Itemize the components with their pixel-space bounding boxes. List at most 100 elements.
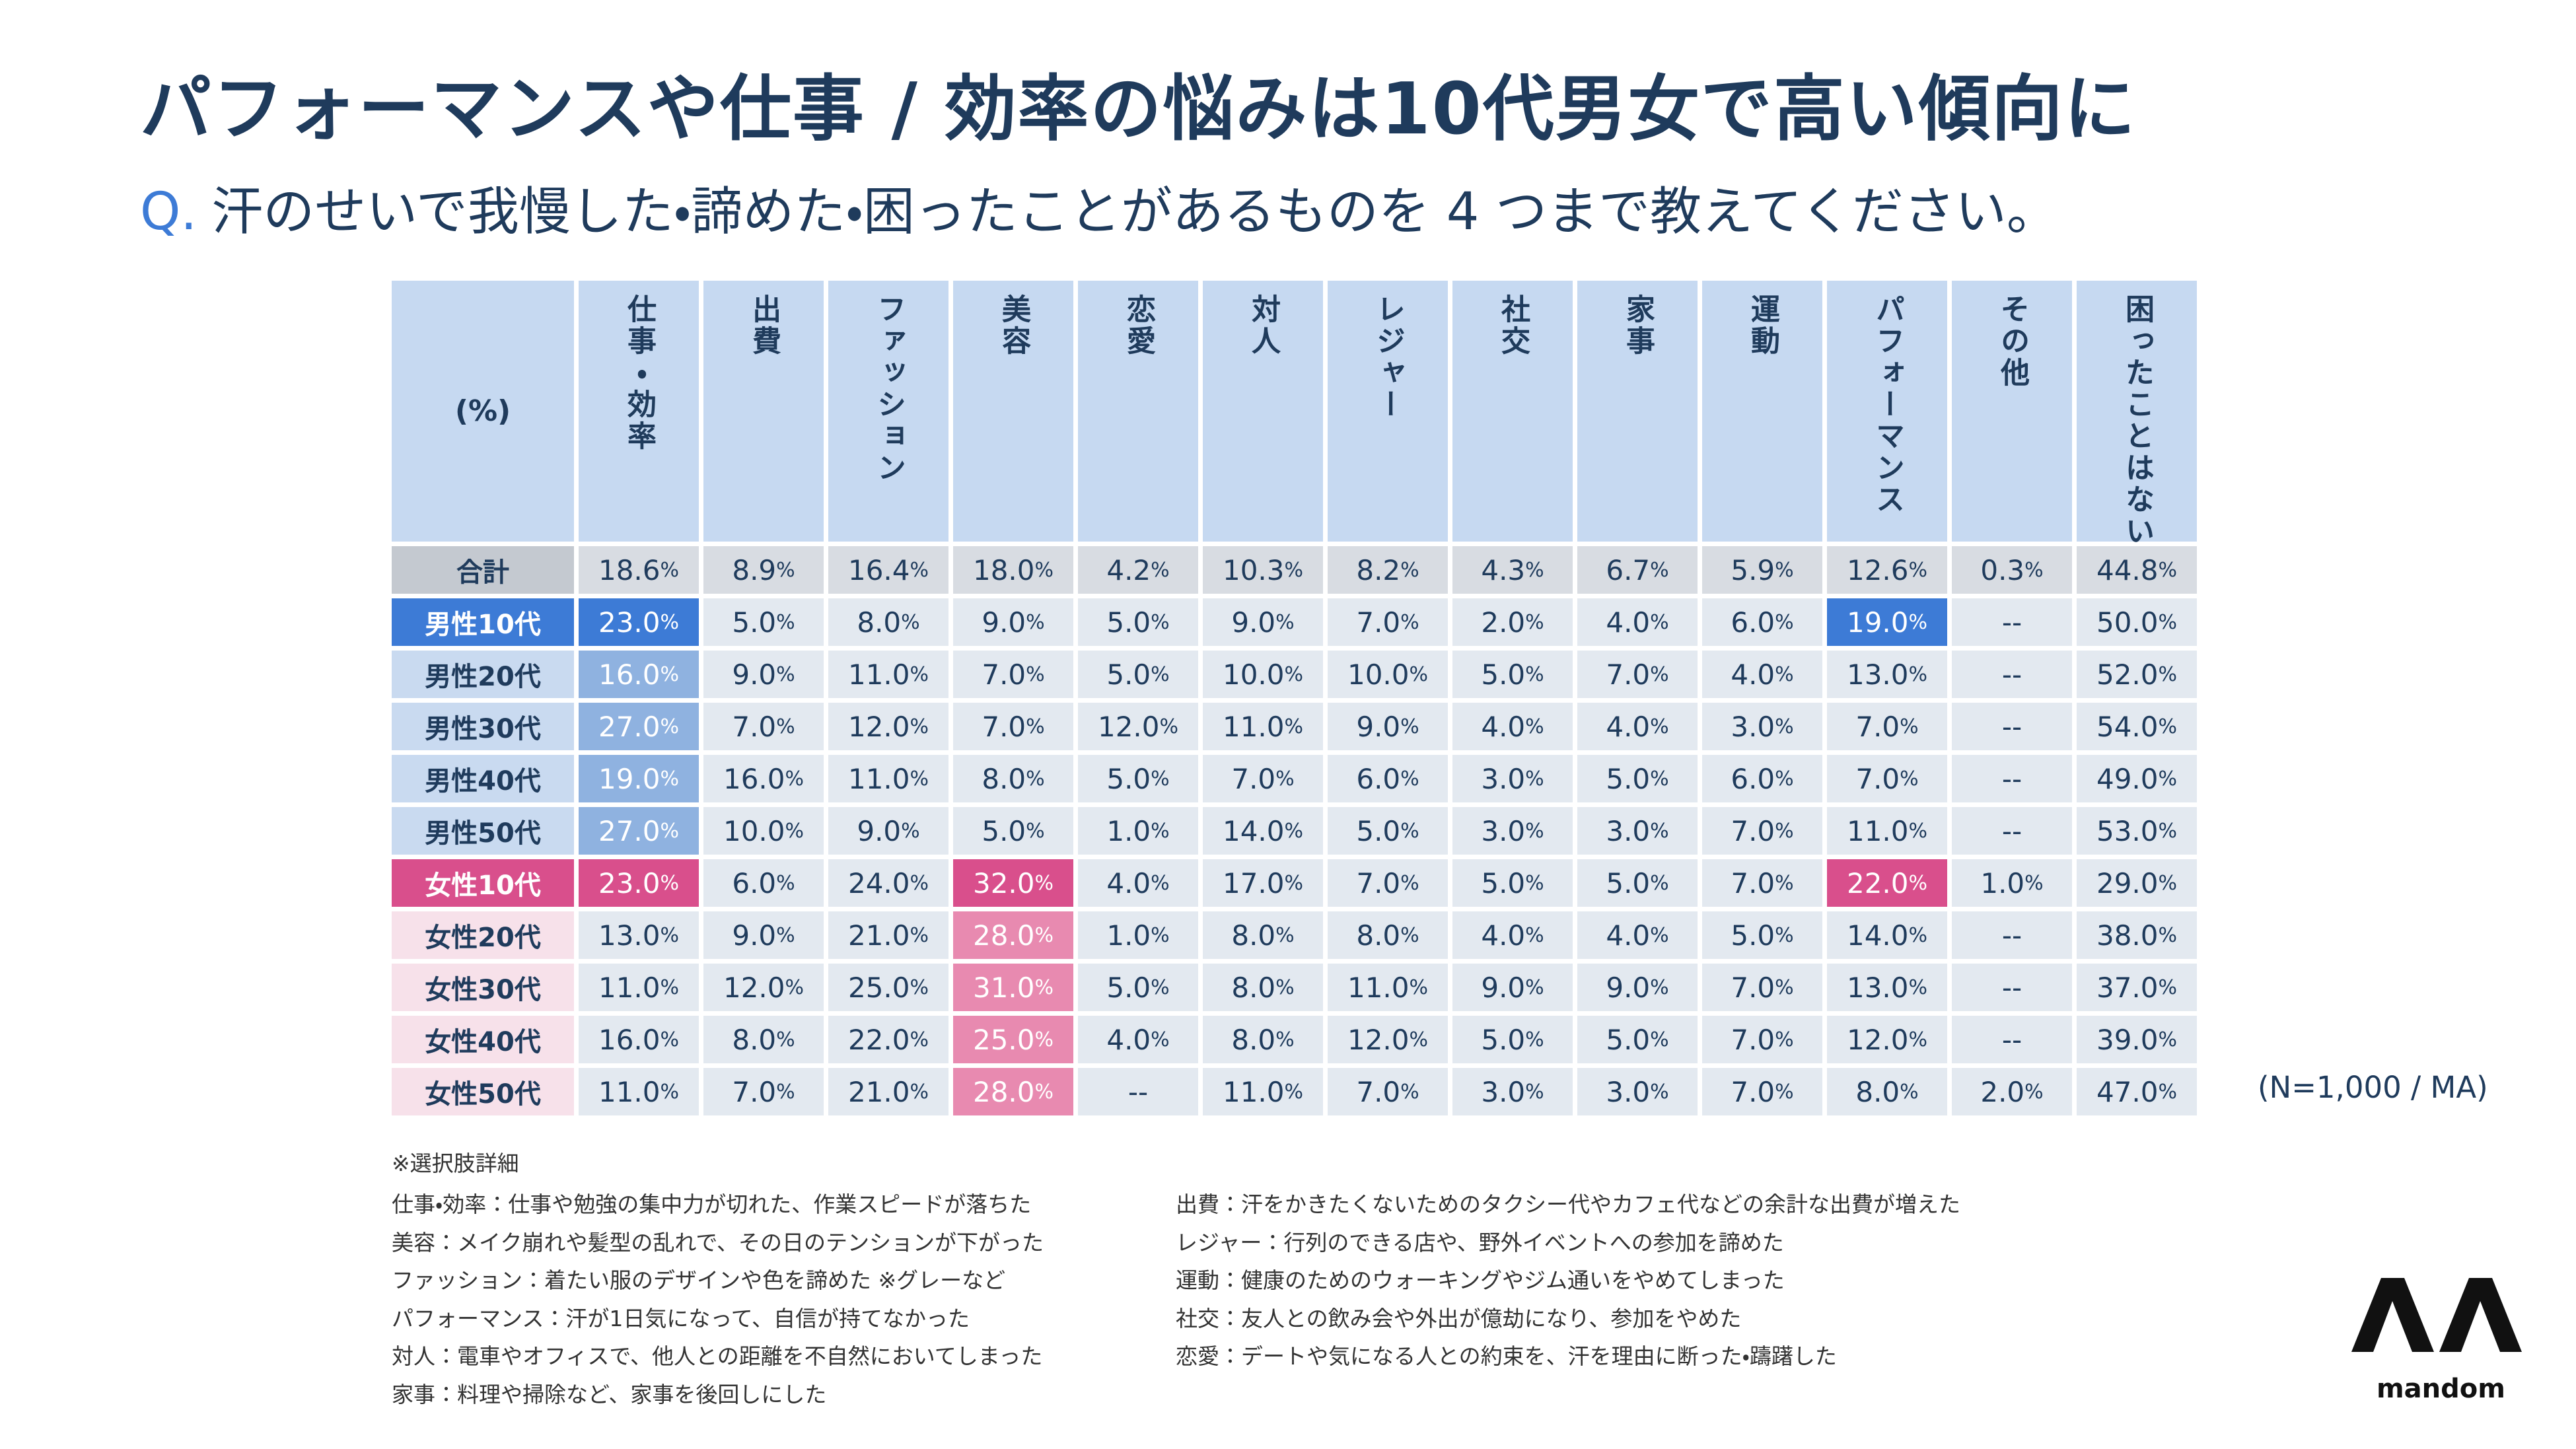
column-header: 仕事・効率 — [579, 281, 699, 542]
cell: 13.0% — [579, 911, 699, 959]
cell: 5.0% — [1577, 1016, 1698, 1063]
cell: -- — [1952, 703, 2072, 750]
cell: 49.0% — [2077, 755, 2197, 802]
cell: 7.0% — [1827, 755, 1947, 802]
column-header: 恋愛 — [1078, 281, 1198, 542]
cell: -- — [1952, 911, 2072, 959]
cell: 5.0% — [1078, 651, 1198, 698]
cell: 6.0% — [1702, 755, 1822, 802]
cell: 22.0% — [1827, 859, 1947, 907]
cell: 9.0% — [828, 807, 948, 855]
cell: 16.0% — [579, 1016, 699, 1063]
cell: 10.3% — [1203, 546, 1323, 594]
row-label: 合計 — [392, 546, 574, 594]
cell: 8.2% — [1328, 546, 1448, 594]
cell: 27.0% — [579, 703, 699, 750]
cell: 11.0% — [1203, 703, 1323, 750]
table: (%) 仕事・効率 出費 ファッション 美容 恋愛 対人 レジャー 社交 家事 運動 パフォーマンスそ… — [392, 281, 2197, 1115]
cell: 1.0% — [1078, 911, 1198, 959]
cell: 8.0% — [1203, 964, 1323, 1011]
cell: 8.0% — [1328, 911, 1448, 959]
cell: 6.7% — [1577, 546, 1698, 594]
cell: 13.0% — [1827, 651, 1947, 698]
cell: 16.0% — [579, 651, 699, 698]
cell: 50.0% — [2077, 598, 2197, 646]
title: パフォーマンスや仕事 / 効率の悩みは10代男女で高い傾向に — [140, 68, 2137, 151]
cell: 4.0% — [1452, 911, 1573, 959]
row-label: 女性30代 — [392, 964, 574, 1011]
cell: 54.0% — [2077, 703, 2197, 750]
cell: 5.0% — [1452, 651, 1573, 698]
cell: 8.0% — [1203, 1016, 1323, 1063]
cell: 7.0% — [1827, 703, 1947, 750]
cell: 13.0% — [1827, 964, 1947, 1011]
cell: 23.0% — [579, 859, 699, 907]
cell: 7.0% — [703, 703, 824, 750]
cell: 29.0% — [2077, 859, 2197, 907]
column-header: レジャー — [1328, 281, 1448, 542]
cell: 7.0% — [953, 651, 1073, 698]
cell: 19.0% — [1827, 598, 1947, 646]
cell: 7.0% — [1702, 859, 1822, 907]
cell: 11.0% — [579, 1068, 699, 1115]
cell: 16.4% — [828, 546, 948, 594]
row-label: 女性10代 — [392, 859, 574, 907]
cell: 2.0% — [1452, 598, 1573, 646]
cell: 4.0% — [1577, 598, 1698, 646]
cell: 12.6% — [1827, 546, 1947, 594]
cell: 4.0% — [1702, 651, 1822, 698]
cell: 16.0% — [703, 755, 824, 802]
cell: 9.0% — [1328, 703, 1448, 750]
cell: 17.0% — [1203, 859, 1323, 907]
logo-text: mandom — [2377, 1374, 2505, 1404]
column-header: 社交 — [1452, 281, 1573, 542]
column-header: 運動 — [1702, 281, 1822, 542]
sample-note: (N=1,000 / MA) — [2258, 1070, 2488, 1105]
row-label: 女性50代 — [392, 1068, 574, 1115]
cell: 14.0% — [1827, 911, 1947, 959]
cell: 11.0% — [828, 651, 948, 698]
note-line: パフォーマンス：汗が1日気になって、自信が持てなかった — [392, 1305, 970, 1331]
cell: 25.0% — [953, 1016, 1073, 1063]
cell: 0.3% — [1952, 546, 2072, 594]
cell: 9.0% — [703, 911, 824, 959]
cell: 5.0% — [1577, 755, 1698, 802]
cell: 39.0% — [2077, 1016, 2197, 1063]
cell: 7.0% — [1203, 755, 1323, 802]
cell: 10.0% — [1203, 651, 1323, 698]
question-mark: Q. — [140, 182, 197, 242]
cell: 8.0% — [1827, 1068, 1947, 1115]
column-header: その他 — [1952, 281, 2072, 542]
cell: 6.0% — [1702, 598, 1822, 646]
cell: 23.0% — [579, 598, 699, 646]
cell: 7.0% — [1577, 651, 1698, 698]
cell: 3.0% — [1452, 807, 1573, 855]
cell: 8.0% — [703, 1016, 824, 1063]
cell: 22.0% — [828, 1016, 948, 1063]
cell: 44.8% — [2077, 546, 2197, 594]
row-label: 男性50代 — [392, 807, 574, 855]
cell: 4.0% — [1078, 859, 1198, 907]
row-label: 男性20代 — [392, 651, 574, 698]
cell: 3.0% — [1452, 1068, 1573, 1115]
row-label: 男性40代 — [392, 755, 574, 802]
cell: -- — [1952, 598, 2072, 646]
row-label: 女性40代 — [392, 1016, 574, 1063]
cell: 4.0% — [1452, 703, 1573, 750]
cell: 4.2% — [1078, 546, 1198, 594]
cell: 7.0% — [953, 703, 1073, 750]
cell: 4.0% — [1078, 1016, 1198, 1063]
cell: 7.0% — [703, 1068, 824, 1115]
column-header: 困ったことはない — [2077, 281, 2197, 548]
cell: 4.3% — [1452, 546, 1573, 594]
cell: 12.0% — [1827, 1016, 1947, 1063]
cell: 10.0% — [703, 807, 824, 855]
note-line: ファッション：着たい服のデザインや色を諦めた ※グレーなど — [392, 1267, 1006, 1293]
cell: 7.0% — [1328, 859, 1448, 907]
cell: 5.0% — [1328, 807, 1448, 855]
note-line: 運動：健康のためのウォーキングやジム通いをやめてしまった — [1176, 1267, 1785, 1293]
cell: -- — [1952, 1016, 2072, 1063]
cell: 7.0% — [1702, 964, 1822, 1011]
cell: 12.0% — [828, 703, 948, 750]
